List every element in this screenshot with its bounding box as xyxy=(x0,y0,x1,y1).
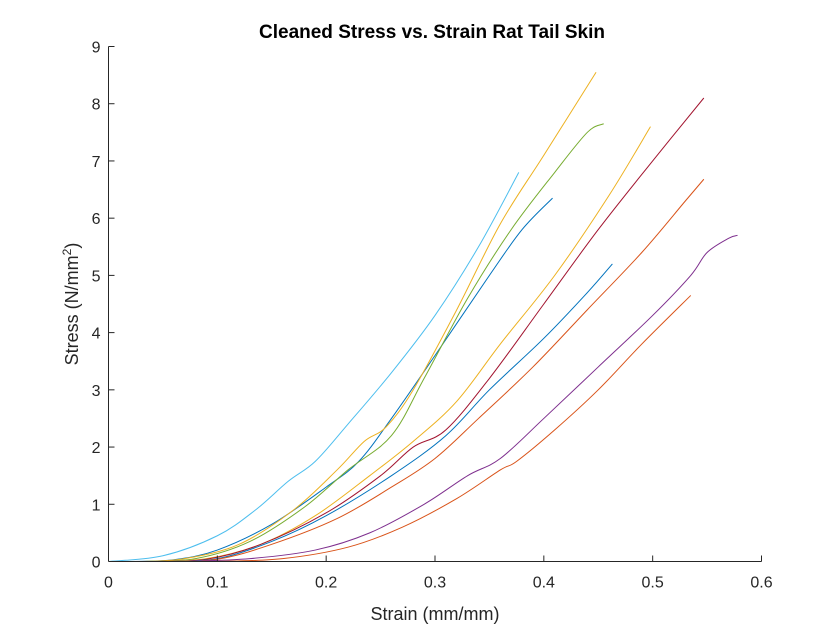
x-tick-label: 0.6 xyxy=(750,575,772,592)
x-tick-label: 0.1 xyxy=(206,575,228,592)
series-line-9 xyxy=(184,234,738,562)
series-line-4 xyxy=(141,123,604,562)
x-ticks: 0 0.1 0.2 0.3 0.4 0.5 0.6 xyxy=(104,555,773,592)
series-line-3 xyxy=(141,71,597,562)
y-tick-label: 5 xyxy=(92,268,101,285)
series-line-8 xyxy=(162,178,705,562)
y-tick-label: 6 xyxy=(92,211,101,228)
y-axis-title: Stress (N/mm2) xyxy=(60,243,82,366)
y-ticks: 0 1 2 3 4 5 6 7 8 9 xyxy=(92,40,115,572)
x-tick-label: 0.4 xyxy=(533,575,555,592)
plot-area: 0 0.1 0.2 0.3 0.4 0.5 0.6 0 1 2 3 4 5 6 7 8 9 xyxy=(92,40,773,592)
y-tick-label: 7 xyxy=(92,154,101,171)
y-axis-title-main: Stress (N/mm xyxy=(62,255,82,365)
y-tick-label: 8 xyxy=(92,97,101,114)
y-tick-label: 1 xyxy=(92,497,101,514)
chart-title: Cleaned Stress vs. Strain Rat Tail Skin xyxy=(259,22,605,43)
x-axis-title: Strain (mm/mm) xyxy=(371,604,500,624)
x-tick-label: 0.5 xyxy=(642,575,664,592)
y-tick-label: 2 xyxy=(92,440,101,457)
y-axis-title-superscript: 2 xyxy=(60,248,74,255)
y-tick-label: 0 xyxy=(92,555,101,572)
series-line-5 xyxy=(152,126,651,562)
series-line-7 xyxy=(162,263,613,562)
series-line-1 xyxy=(108,172,520,562)
y-tick-label: 3 xyxy=(92,383,101,400)
x-tick-label: 0 xyxy=(104,575,113,592)
x-tick-label: 0.2 xyxy=(315,575,337,592)
series-layer xyxy=(108,71,738,562)
series-line-6 xyxy=(152,97,705,562)
y-axis-title-end: ) xyxy=(62,243,82,249)
y-tick-label: 9 xyxy=(92,40,101,57)
series-line-10 xyxy=(217,295,692,562)
y-tick-label: 4 xyxy=(92,326,101,343)
x-tick-label: 0.3 xyxy=(424,575,446,592)
